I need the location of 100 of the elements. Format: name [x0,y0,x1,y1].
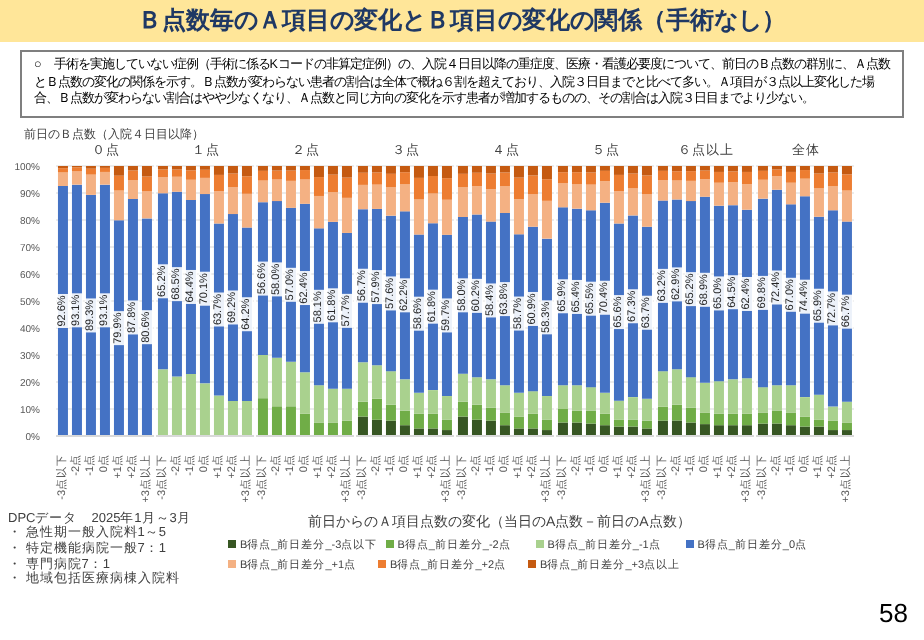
bar [585,184,596,210]
bar [141,176,152,191]
bar [613,174,624,191]
bar [327,191,338,222]
bar [85,168,96,175]
bar [441,395,452,420]
bar [127,165,138,171]
bar [699,423,710,436]
bar [257,180,268,202]
bar [341,197,352,233]
bar [513,165,524,178]
bar [299,179,310,204]
bar [371,419,382,436]
bar [271,165,282,171]
bar [685,180,696,201]
bar [527,413,538,428]
bar [427,175,438,194]
bar [713,380,724,414]
bar [671,165,682,171]
bar [813,394,824,420]
bar [785,412,796,425]
bar [627,187,638,215]
bar [571,410,582,423]
bar [57,172,68,186]
bar [813,419,824,427]
bar [127,179,138,199]
bar [499,165,510,173]
bar [585,386,596,411]
bar [527,193,538,227]
bar [427,389,438,414]
bar [557,408,568,423]
bar [571,165,582,172]
bar [757,412,768,424]
bar [485,165,496,174]
bar [671,180,682,200]
bar [457,373,468,402]
bar [371,364,382,399]
bar [813,173,824,188]
bar [657,165,668,171]
bar [813,187,824,217]
bar [727,424,738,436]
bar [413,199,424,235]
bar [185,373,196,436]
bar [727,165,738,171]
bar [371,165,382,173]
bar [527,428,538,436]
bar [641,193,652,227]
bar [699,178,710,197]
bar [185,169,196,180]
bar [471,165,482,173]
bar [257,354,268,398]
bar [271,170,282,180]
bar [713,165,724,172]
bar [385,165,396,174]
bar [399,424,410,436]
bar [241,175,252,194]
bar [499,185,510,213]
bar [171,376,182,436]
bar [741,377,752,414]
bar [441,199,452,235]
bar [471,185,482,215]
bar [713,171,724,183]
bar [727,413,738,425]
bar [357,401,368,417]
bar [585,410,596,424]
bar [127,170,138,180]
bar [413,413,424,428]
bar [427,428,438,436]
bar [785,171,796,183]
bar [413,165,424,178]
bar [285,405,296,436]
bar [413,428,424,436]
bar [657,370,668,407]
bar [213,395,224,436]
bar [599,180,610,203]
bar [613,165,624,175]
bar [399,171,410,184]
bar [399,165,410,172]
bar [113,190,124,220]
bar [557,171,568,183]
bar [427,165,438,176]
bar [399,183,410,211]
bar [799,169,810,179]
bar [557,165,568,172]
bar [185,179,196,200]
bar [841,173,852,191]
bar [441,419,452,430]
bar [827,420,838,430]
bar [357,361,368,402]
bar [741,171,752,184]
bar [671,368,682,405]
bar [241,165,252,176]
bar [299,169,310,180]
bar [385,420,396,436]
bar [685,407,696,423]
bar [713,413,724,425]
bar [785,182,796,204]
bar [371,172,382,185]
bar [557,384,568,409]
bar [113,165,124,176]
